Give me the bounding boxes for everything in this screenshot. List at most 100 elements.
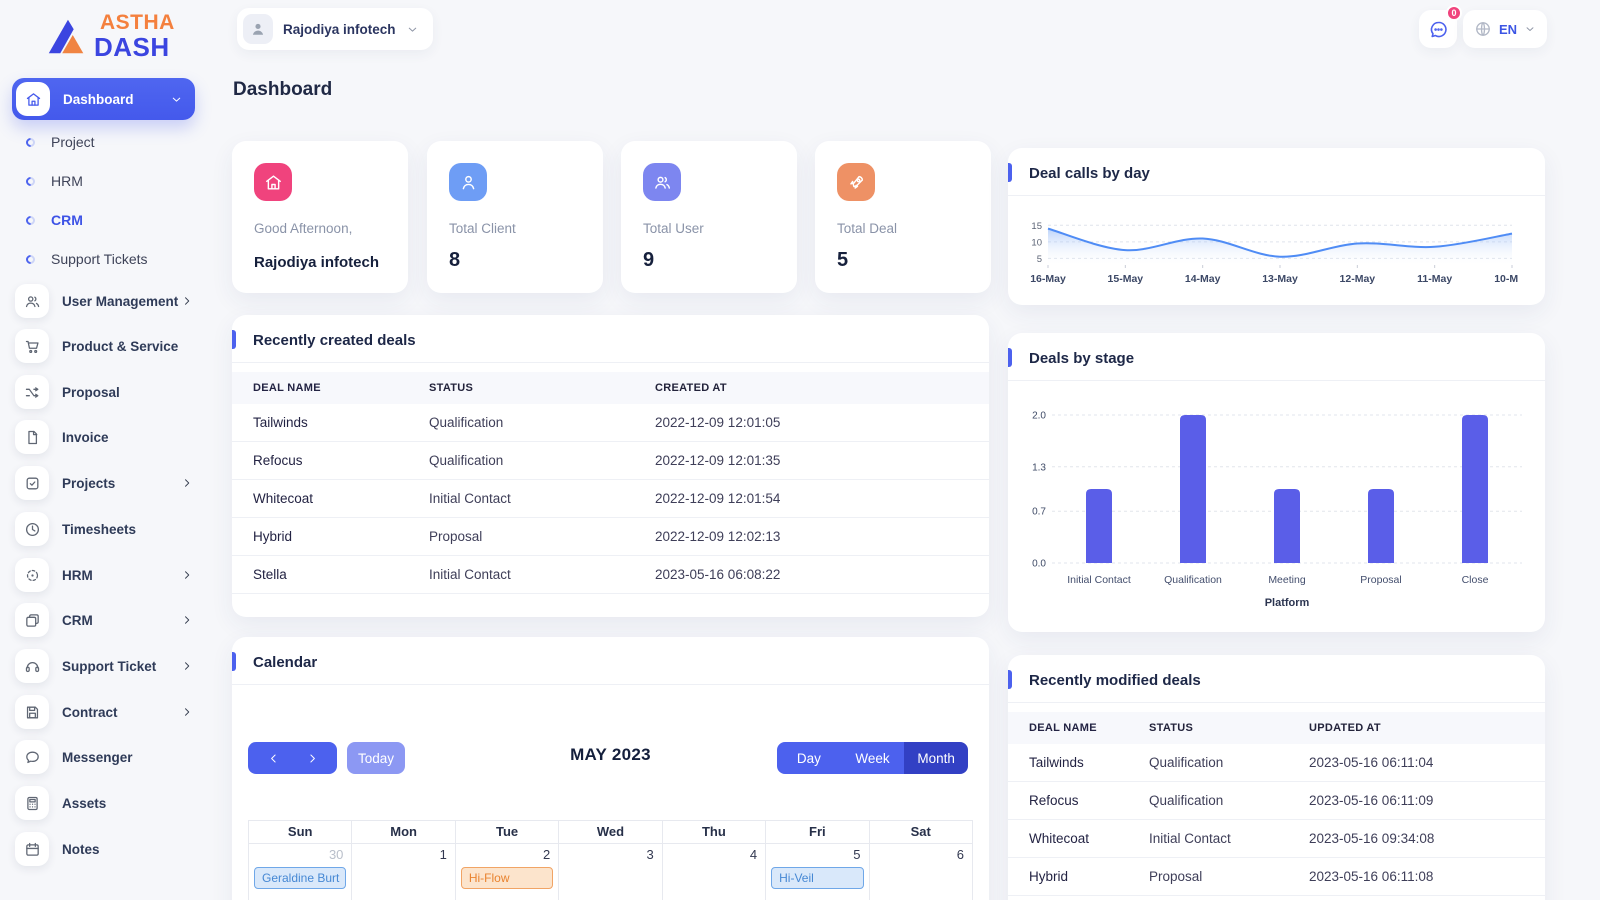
sidebar-item-label: Invoice [62,429,109,445]
deals-by-stage-bar-chart: 0.0 0.7 1.3 2.0 Initial Contact Qualification… [1032,411,1522,609]
sidebar-item-hrm[interactable]: HRM [24,171,196,191]
sidebar-item-user-management[interactable]: User Management [15,284,197,318]
view-week-button[interactable]: Week [840,742,905,774]
table-row[interactable]: Refocus Qualification 2022-12-09 12:01:35 [232,441,989,480]
table-row[interactable]: Stella Initial Contact 2023-05-16 06:08:22 [232,555,989,594]
day-header: Wed [558,820,663,844]
sidebar-item-proposal[interactable]: Proposal [15,375,197,409]
language-label: EN [1499,21,1518,37]
calendar-day-cell[interactable]: 1 [351,843,456,900]
sidebar-item-support-ticket[interactable]: Support Ticket [15,649,197,683]
bullet-icon [24,135,37,149]
sidebar-item-project[interactable]: Project [24,132,196,152]
svg-text:10: 10 [1031,237,1042,248]
sidebar-item-hrm[interactable]: HRM [15,558,197,592]
today-button[interactable]: Today [347,742,405,774]
svg-text:16-May: 16-May [1030,273,1066,285]
svg-text:15-May: 15-May [1108,273,1144,285]
sidebar-item-support-tickets[interactable]: Support Tickets [24,249,196,269]
calendar-day-cell[interactable]: 2 Hi-Flow [454,843,560,900]
sidebar-item-projects[interactable]: Projects [15,466,197,500]
table-row[interactable]: Hybrid Proposal 2022-12-09 12:02:13 [232,517,989,556]
company-name: Rajodiya infotech [283,21,396,37]
sidebar-item-timesheets[interactable]: Timesheets [15,512,197,546]
bullet-icon [24,252,37,266]
chevron-right-icon [181,569,193,581]
shuffle-icon [24,384,41,401]
sidebar-item-label: CRM [62,612,93,628]
recently-created-deals-card: Recently created deals DEAL NAME STATUS … [232,315,989,617]
calendar-event[interactable]: Hi-Veil [771,867,864,889]
greeting-label: Good Afternoon, [254,221,353,236]
calendar-day-cell[interactable]: 4 [661,843,767,900]
chevron-right-icon [181,614,193,626]
calendar-day-cell[interactable]: 5 Hi-Veil [765,843,870,900]
date-number: 4 [749,847,758,862]
svg-text:Qualification: Qualification [1164,574,1222,586]
calendar-event[interactable]: Geraldine Burt [254,867,347,889]
sidebar-item-product-service[interactable]: Product & Service [15,329,197,363]
messages-button[interactable]: 0 [1419,5,1462,48]
calendar-event[interactable]: Hi-Flow [460,867,554,889]
deal-calls-by-day-card: Deal calls by day [1008,148,1545,305]
bullet-icon [24,174,37,188]
language-selector[interactable]: EN [1463,10,1548,48]
sidebar-item-contract[interactable]: Contract [15,695,197,729]
svg-text:Platform: Platform [1265,597,1310,609]
chevron-down-icon [1524,23,1536,35]
chevron-right-icon[interactable] [306,752,319,765]
svg-text:5: 5 [1037,254,1042,265]
sidebar-item-messenger[interactable]: Messenger [15,740,197,774]
layers-icon [24,612,41,629]
greeting-card: Good Afternoon, Rajodiya infotech [232,141,408,293]
sidebar-item-notes[interactable]: Notes [15,832,197,866]
table-row[interactable]: Tailwinds Qualification 2022-12-09 12:01:0… [232,404,989,442]
table-row[interactable]: Refocus Qualification 2023-05-16 06:11:09 [1008,781,1545,820]
column-header: STATUS [1149,712,1309,744]
company-name: Rajodiya infotech [254,254,380,271]
table-row[interactable]: Whitecoat Initial Contact 2023-05-16 09:34… [1008,819,1545,858]
chevron-down-icon [170,93,183,106]
stat-label: Total Deal [837,221,898,236]
rocket-icon [847,173,866,192]
sidebar-item-assets[interactable]: Assets [15,786,197,820]
view-month-button[interactable]: Month [904,742,968,774]
chevron-down-icon [406,23,419,36]
sidebar-item-crm[interactable]: CRM [15,603,197,637]
table-row[interactable]: Hybrid Proposal 2023-05-16 06:11:08 [1008,857,1545,896]
file-icon [24,429,41,446]
deals-by-stage-card: Deals by stage [1008,333,1545,632]
total-user-card: Total User 9 [621,141,797,293]
sidebar-item-dashboard[interactable]: Dashboard [12,78,195,120]
svg-text:Meeting: Meeting [1268,574,1306,586]
sidebar-item-label: User Management [62,293,179,309]
day-header: Thu [661,820,767,844]
date-number: 2 [543,847,551,862]
sidebar-item-label: CRM [51,212,83,228]
stat-label: Total User [643,221,704,236]
table-row[interactable]: Whitecoat Initial Contact 2022-12-09 12:01… [232,479,989,518]
page-title: Dashboard [233,79,333,100]
calendar-day-cell[interactable]: 6 [868,843,974,900]
view-day-button[interactable]: Day [777,742,841,774]
sidebar-item-label: HRM [51,173,83,189]
calendar-card: Calendar MAY 2023 Today Day Week Month S… [232,637,989,900]
calendar-day-cell[interactable]: 3 [558,843,663,900]
person-icon [249,20,267,38]
save-icon [24,704,41,721]
total-deal-card: Total Deal 5 [815,141,991,293]
chat-icon [24,749,41,766]
recently-created-deals-table: DEAL NAME STATUS CREATED AT Tailwinds Qua… [232,372,989,594]
calendar-day-cell[interactable]: 30 Geraldine Burt [247,843,353,900]
sidebar-item-invoice[interactable]: Invoice [15,420,197,454]
sidebar-item-label: Product & Service [62,338,179,354]
column-header: DEAL NAME [232,372,429,404]
sidebar-item-crm[interactable]: CRM [24,210,196,230]
svg-text:13-May: 13-May [1262,273,1298,285]
card-title: Recently modified deals [1008,655,1545,703]
company-selector[interactable]: Rajodiya infotech [237,8,433,50]
table-row[interactable]: Tailwinds Qualification 2023-05-16 06:11:0… [1008,744,1545,782]
app-logo[interactable]: ASTHA DASH [44,12,175,60]
chevron-left-icon[interactable] [267,752,280,765]
svg-text:0.0: 0.0 [1032,559,1046,570]
